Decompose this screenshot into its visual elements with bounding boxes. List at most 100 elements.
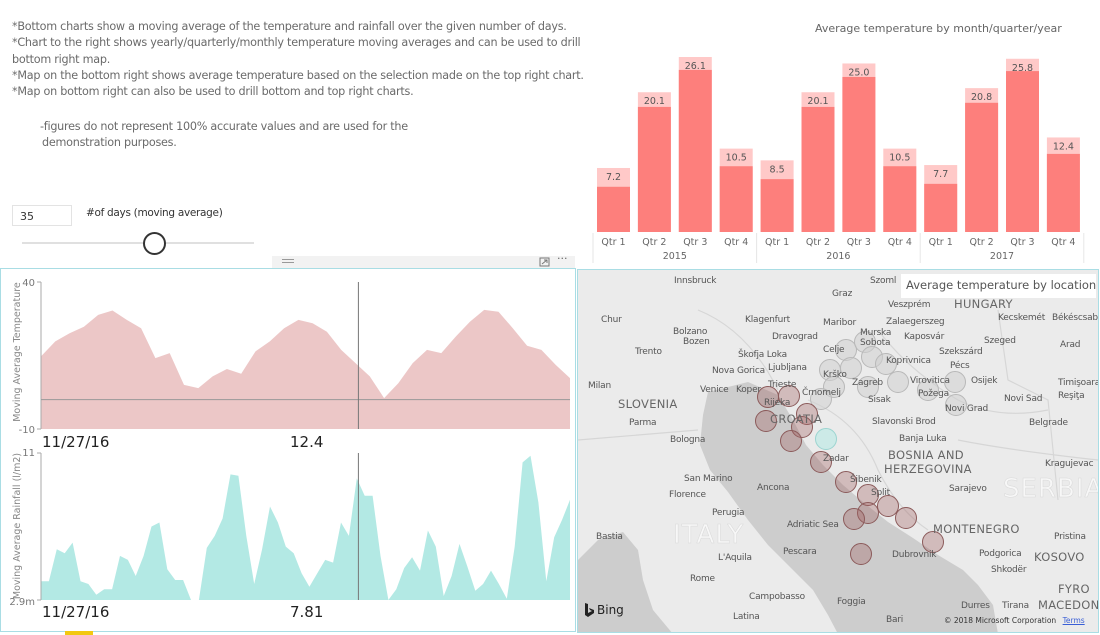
x-tick-label: Qtr 1 bbox=[929, 237, 953, 248]
map-city-label: Koprivnica bbox=[886, 356, 931, 366]
bar-data-label: 12.4 bbox=[1053, 141, 1074, 152]
bar-highlighted bbox=[1046, 153, 1080, 232]
map-city-label: Split bbox=[871, 488, 890, 498]
map-city-label: Pescara bbox=[783, 547, 817, 557]
map-city-label: Milan bbox=[588, 381, 611, 391]
days-slider-track[interactable] bbox=[22, 242, 254, 244]
days-input[interactable]: 35 bbox=[12, 205, 72, 226]
location-bubble bbox=[895, 507, 917, 529]
map-city-label: Banja Luka bbox=[899, 434, 947, 444]
map-city-label: Pécs bbox=[950, 361, 970, 371]
more-options-icon[interactable]: ··· bbox=[557, 252, 568, 265]
map-city-label: Chur bbox=[601, 315, 622, 325]
map-city-label: Koper bbox=[736, 385, 761, 395]
map-average-temperature-by-location[interactable]: ITALY SERBIA Innsbruck Graz Szoml Veszprém Chu… bbox=[577, 269, 1099, 633]
map-city-label: Kecskemét bbox=[998, 313, 1046, 323]
x-tick-label: Qtr 4 bbox=[724, 237, 748, 248]
page-tab-indicator[interactable] bbox=[65, 631, 93, 635]
x-tick-label: Qtr 4 bbox=[888, 237, 912, 248]
x-tick-label: Qtr 3 bbox=[847, 237, 871, 248]
area-series bbox=[41, 455, 570, 600]
rain-y-tick: 11 bbox=[22, 448, 35, 459]
map-city-label: Novi Sad bbox=[1004, 394, 1043, 404]
area-series bbox=[41, 309, 570, 429]
location-bubble bbox=[780, 430, 802, 452]
bar-data-label: 26.1 bbox=[685, 61, 706, 72]
map-country-label: MACEDONIA bbox=[1038, 598, 1099, 612]
map-city-label: Trento bbox=[635, 347, 662, 357]
map-city-label: Foggia bbox=[837, 597, 866, 607]
map-city-label: Kaposvár bbox=[904, 332, 945, 342]
visual-header: ··· bbox=[272, 252, 575, 268]
map-city-label: Škofja Loka bbox=[738, 350, 787, 360]
bar-highlighted bbox=[883, 166, 917, 232]
bar-highlighted bbox=[965, 102, 999, 233]
temp-y-tick: 40 bbox=[22, 278, 35, 289]
map-city-label: Slavonski Brod bbox=[872, 417, 936, 427]
bar-data-label: 25.8 bbox=[1012, 63, 1033, 74]
focus-mode-icon[interactable] bbox=[539, 257, 550, 267]
bar-highlighted bbox=[597, 186, 630, 232]
map-city-label: Szekszárd bbox=[939, 347, 983, 357]
map-city-label: Szeged bbox=[984, 336, 1016, 346]
map-city-label: Sobota bbox=[860, 338, 891, 348]
temp-cursor-value: 12.4 bbox=[290, 433, 323, 451]
bar-chart-title: Average temperature by month/quarter/yea… bbox=[815, 22, 1062, 35]
year-label: 2016 bbox=[826, 251, 850, 262]
map-city-label: Innsbruck bbox=[674, 276, 717, 286]
map-city-label: Arad bbox=[1060, 340, 1081, 350]
disclaimer-line: demonstration purposes. bbox=[42, 136, 177, 150]
rain-y-axis-title: Moving Average Rainfall (l/m2) bbox=[12, 453, 23, 599]
map-city-label: Venice bbox=[700, 385, 729, 395]
location-bubble bbox=[875, 353, 897, 375]
map-geography bbox=[578, 309, 1098, 632]
map-city-label: Novi Grad bbox=[945, 404, 989, 414]
x-tick-label: Qtr 4 bbox=[1051, 237, 1075, 248]
map-city-label: Sisak bbox=[868, 395, 891, 405]
bar-highlighted bbox=[637, 106, 671, 232]
map-city-label: Timişoara bbox=[1058, 378, 1099, 388]
map-city-label: Rome bbox=[690, 574, 715, 584]
copyright: © 2018 Microsoft Corporation bbox=[944, 616, 1057, 625]
map-city-label: Békéscsaba bbox=[1052, 313, 1099, 323]
temp-y-tick: -10 bbox=[19, 425, 35, 436]
days-slider-handle[interactable] bbox=[143, 232, 167, 255]
terms-link[interactable]: Terms bbox=[1062, 616, 1085, 625]
temp-y-axis-title: Moving Average Temperature bbox=[12, 282, 23, 422]
map-country-label: HERZEGOVINA bbox=[884, 462, 972, 476]
bar-highlighted bbox=[760, 179, 794, 232]
location-bubble bbox=[945, 394, 967, 416]
map-city-label: Ancona bbox=[757, 483, 790, 493]
temp-cursor-date: 11/27/16 bbox=[42, 433, 109, 451]
location-bubble bbox=[887, 371, 909, 393]
year-label: 2015 bbox=[663, 251, 687, 262]
bing-text: Bing bbox=[597, 603, 624, 617]
location-bubble bbox=[778, 385, 800, 407]
map-city-label: Črnomelj bbox=[802, 388, 841, 398]
drag-handle-icon[interactable] bbox=[282, 259, 294, 263]
x-tick-label: Qtr 1 bbox=[601, 237, 625, 248]
borders bbox=[578, 309, 1098, 531]
map-city-label: Latina bbox=[733, 612, 760, 622]
bar-highlighted bbox=[678, 69, 712, 232]
x-tick-label: Qtr 2 bbox=[642, 237, 666, 248]
note-line: *Chart to the right shows yearly/quarter… bbox=[12, 36, 581, 50]
map-city-label: Celje bbox=[823, 345, 845, 355]
x-tick-label: Qtr 1 bbox=[765, 237, 789, 248]
map-city-label: Bologna bbox=[670, 435, 706, 445]
days-label: #of days (moving average) bbox=[86, 207, 223, 219]
x-tick-label: Qtr 2 bbox=[806, 237, 830, 248]
map-country-label: BOSNIA AND bbox=[888, 448, 964, 462]
bar-chart-temperature-by-period: Average temperature by month/quarter/yea… bbox=[592, 22, 1085, 263]
bar-highlighted bbox=[801, 106, 835, 232]
bar-data-label: 10.5 bbox=[726, 153, 747, 164]
disclaimer: -figures do not represent 100% accurate … bbox=[40, 119, 408, 152]
location-bubble bbox=[796, 403, 818, 425]
map-city-label: Bozen bbox=[683, 337, 710, 347]
map-country-label: CROATIA bbox=[770, 412, 823, 426]
map-city-label: Požega bbox=[918, 389, 949, 399]
map-country-label: HUNGARY bbox=[954, 297, 1013, 311]
map-city-label: Veszprém bbox=[888, 300, 931, 310]
bar-data-label: 20.1 bbox=[807, 96, 828, 107]
map-city-label: Szoml bbox=[870, 276, 897, 286]
